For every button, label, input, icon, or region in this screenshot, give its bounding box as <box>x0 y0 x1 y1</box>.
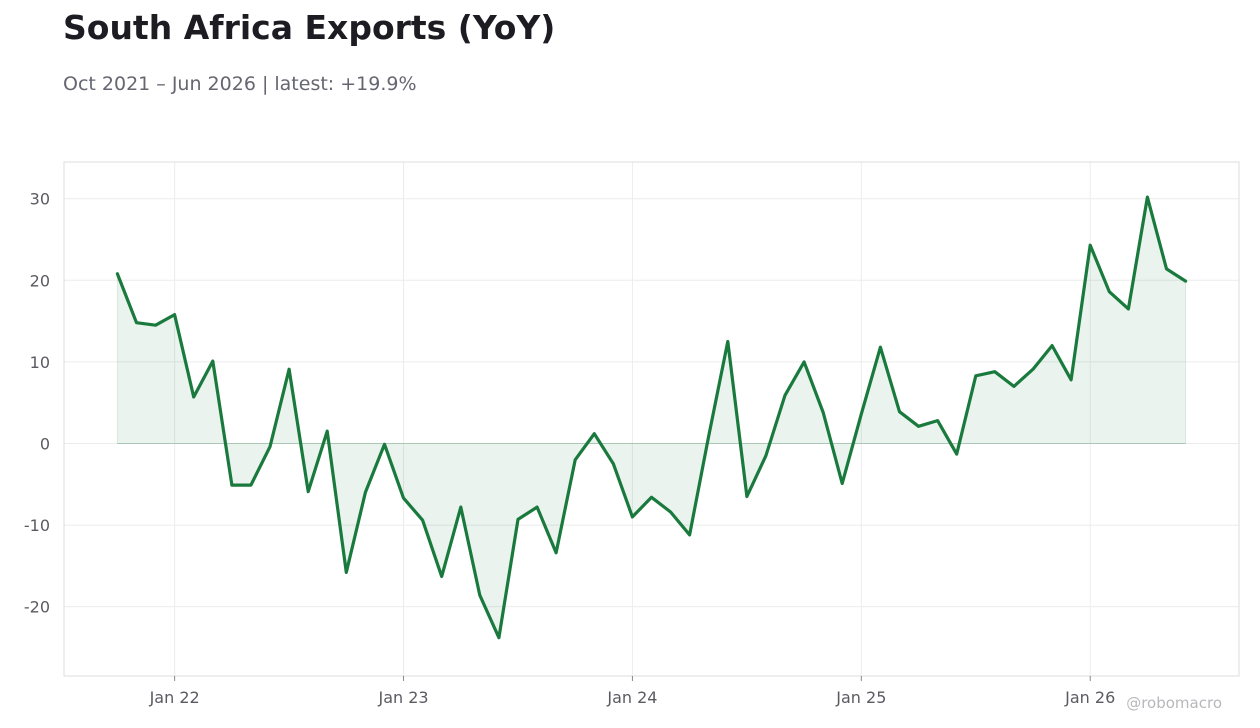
y-tick-label: -20 <box>24 598 50 617</box>
x-tick-label: Jan 24 <box>606 688 657 707</box>
y-tick-label: -10 <box>24 516 50 535</box>
y-axis: 30 20 10 0 -10 -20 <box>24 190 50 617</box>
x-axis: Jan 22 Jan 23 Jan 24 Jan 25 Jan 26 <box>149 676 1115 707</box>
series-line <box>115 195 1188 640</box>
y-tick-label: 30 <box>30 190 50 209</box>
plot-frame <box>63 161 1240 677</box>
grid-layer <box>64 162 1239 676</box>
y-tick-label: 10 <box>30 353 50 372</box>
x-tick-label: Jan 23 <box>377 688 428 707</box>
chart-title: South Africa Exports (YoY) <box>63 8 556 47</box>
chart-subtitle: Oct 2021 – Jun 2026 | latest: +19.9% <box>63 73 417 95</box>
x-tick-label: Jan 25 <box>835 688 886 707</box>
watermark: @robomacro <box>1126 694 1222 712</box>
y-tick-label: 0 <box>40 434 50 453</box>
x-tick-label: Jan 26 <box>1064 688 1115 707</box>
y-tick-label: 20 <box>30 271 50 290</box>
x-tick-label: Jan 22 <box>149 688 200 707</box>
